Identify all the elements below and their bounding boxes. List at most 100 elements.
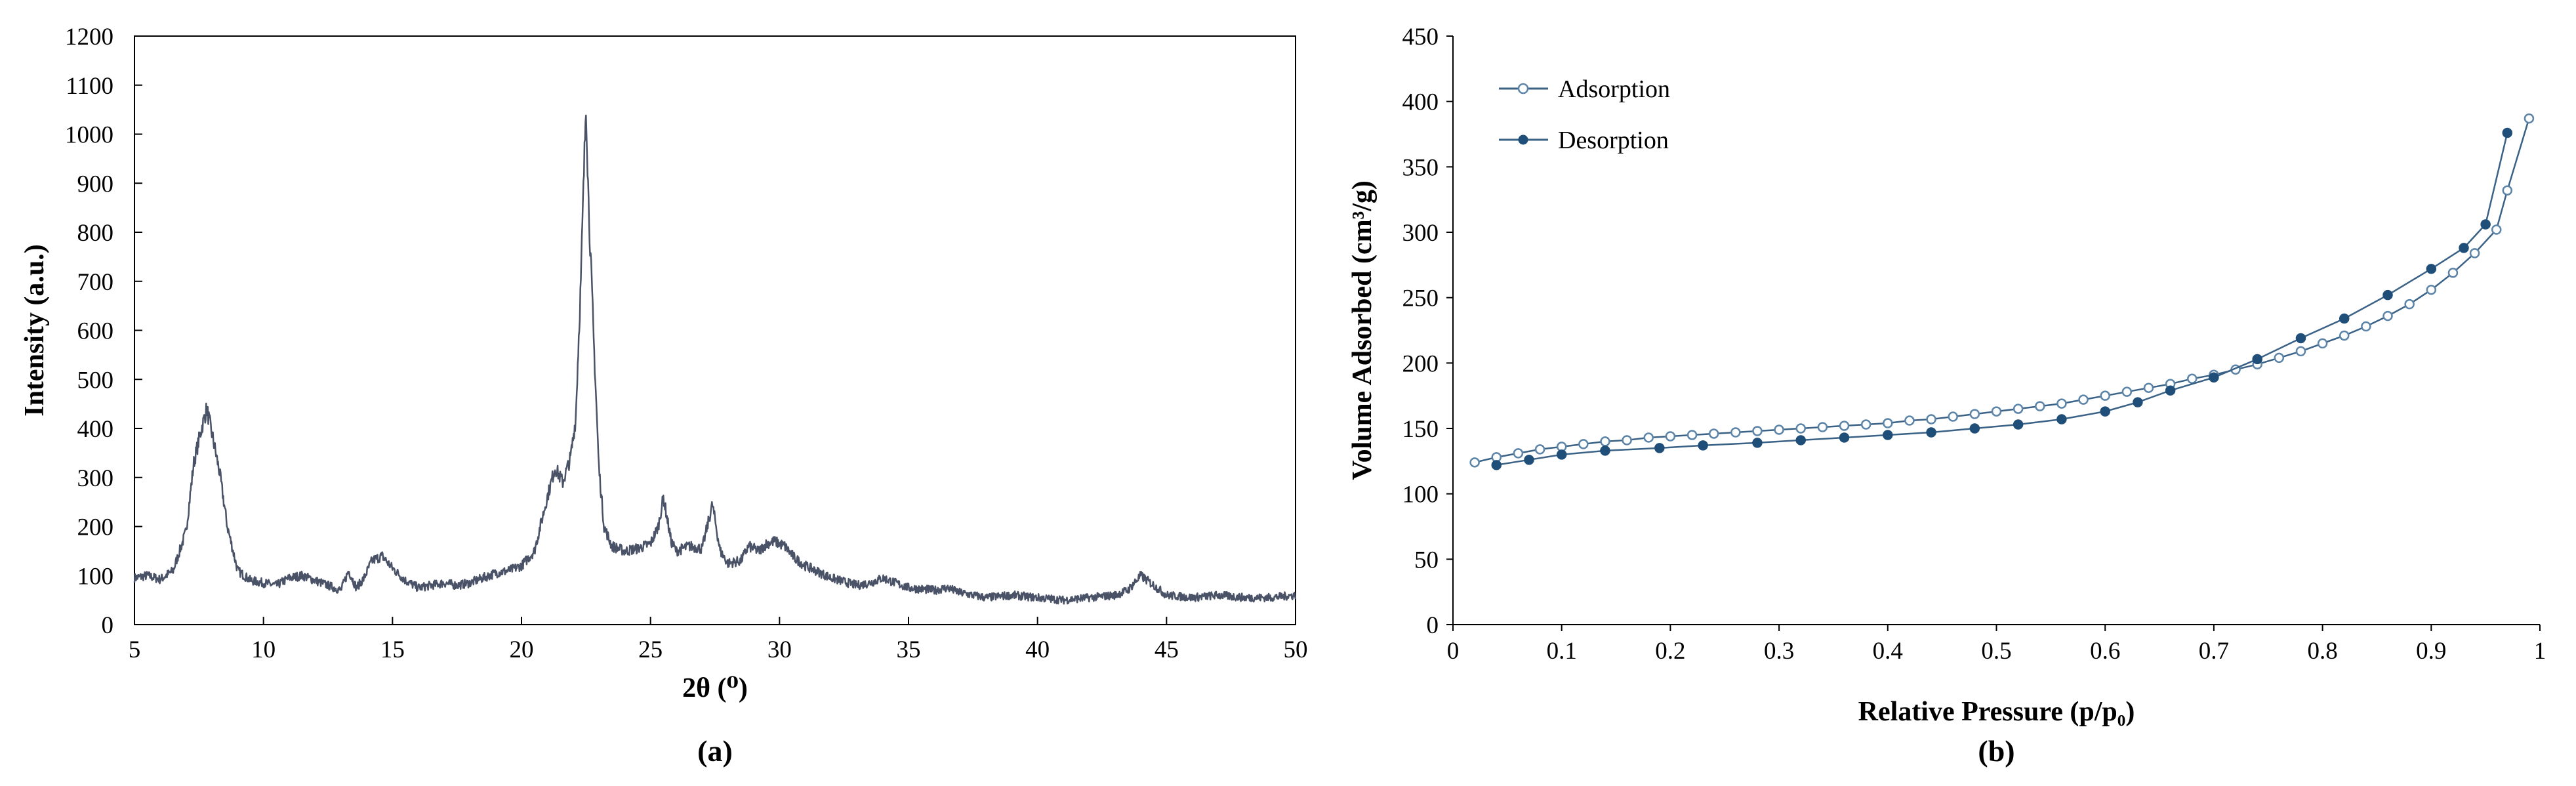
- x-tick-a: 20: [510, 617, 534, 663]
- y-tick-a: 1100: [66, 73, 142, 100]
- x-tick-label-b: 1: [2534, 638, 2546, 665]
- y-tick-b: 450: [1402, 24, 1453, 51]
- x-axis-ticks-b: 0 0.1 0.2 0.3 0.4 0.5 0.6 0.7 0.8 0.9 1: [1447, 625, 2546, 665]
- y-tick-a: 800: [77, 220, 142, 247]
- x-tick-b: 1: [2534, 625, 2546, 665]
- point-adsorption: [2274, 352, 2285, 363]
- x-tick-a: 35: [897, 617, 921, 663]
- point-adsorption: [1665, 431, 1676, 442]
- y-tick-label-b: 150: [1402, 416, 1439, 443]
- point-adsorption: [1643, 432, 1654, 443]
- x-tick-b: 0: [1447, 625, 1460, 665]
- point-desorption: [1883, 430, 1893, 440]
- point-desorption: [2502, 127, 2513, 138]
- y-tick-label-a: 1200: [65, 24, 113, 51]
- y-tick-b: 400: [1402, 89, 1453, 116]
- point-desorption: [2426, 264, 2437, 274]
- x-tick-label-a: 20: [510, 636, 534, 663]
- point-adsorption: [2187, 373, 2198, 384]
- y-tick-label-b: 450: [1402, 24, 1439, 51]
- point-adsorption: [2426, 284, 2437, 295]
- y-tick-label-a: 700: [77, 269, 114, 296]
- point-adsorption: [2469, 248, 2480, 259]
- point-desorption: [2382, 289, 2393, 300]
- x-tick-a: 50: [1284, 617, 1308, 663]
- point-desorption: [1795, 435, 1806, 445]
- point-desorption: [1491, 460, 1502, 470]
- point-adsorption: [2056, 398, 2067, 409]
- y-tick-a: 600: [77, 318, 142, 345]
- point-adsorption: [2078, 394, 2089, 405]
- point-adsorption: [1622, 435, 1632, 445]
- y-tick-a: 100: [77, 563, 142, 590]
- y-tick-label-a: 0: [102, 612, 114, 639]
- x-tick-b: 0.7: [2199, 625, 2229, 665]
- y-tick-a: 400: [77, 416, 142, 443]
- y-tick-label-b: 400: [1402, 89, 1439, 116]
- point-desorption: [1524, 455, 1534, 465]
- point-adsorption: [2524, 113, 2535, 124]
- y-tick-label-b: 250: [1402, 285, 1439, 312]
- y-tick-b: 300: [1402, 220, 1453, 247]
- x-axis-title-a: 2θ (⁰): [682, 673, 748, 703]
- legend-marker-adsorption: [1517, 83, 1529, 94]
- legend-label-adsorption: Adsorption: [1558, 75, 1670, 103]
- point-adsorption: [2502, 185, 2513, 196]
- y-tick-label-a: 400: [77, 416, 114, 443]
- x-tick-label-b: 0.8: [2307, 638, 2337, 665]
- point-desorption: [2056, 414, 2067, 424]
- x-tick-label-b: 0: [1447, 638, 1460, 665]
- point-adsorption: [1904, 415, 1915, 426]
- x-tick-label-a: 10: [251, 636, 276, 663]
- x-axis-ticks-a: 5 10 15 20 25 30 35 40 45 50: [129, 617, 1308, 663]
- y-tick-label-b: 50: [1414, 547, 1439, 573]
- point-desorption: [1698, 440, 1708, 451]
- y-axis-ticks-a: 0 100 200 300 400 500 600 700 800 900 1000 1100 1200: [65, 24, 142, 639]
- y-tick-b: 50: [1414, 547, 1453, 573]
- point-adsorption: [1883, 418, 1893, 428]
- y-tick-label-a: 900: [77, 171, 114, 197]
- point-desorption: [2013, 419, 2024, 430]
- y-tick-a: 1200: [65, 24, 142, 51]
- x-tick-label-a: 45: [1155, 636, 1179, 663]
- legend-label-desorption: Desorption: [1558, 127, 1669, 154]
- y-tick-b: 0: [1427, 612, 1453, 639]
- y-tick-b: 350: [1402, 154, 1453, 181]
- panel-label-b: (b): [1978, 734, 2014, 768]
- x-tick-label-a: 35: [897, 636, 921, 663]
- x-tick-b: 0.5: [1981, 625, 2012, 665]
- x-tick-b: 0.4: [1873, 625, 1903, 665]
- y-tick-label-b: 0: [1427, 612, 1439, 639]
- legend: Adsorption Desorption: [1499, 75, 1670, 154]
- xrd-pattern-line: [133, 114, 1297, 605]
- point-adsorption: [1469, 457, 1480, 468]
- point-desorption: [1556, 449, 1567, 460]
- point-adsorption: [2121, 386, 2133, 397]
- y-tick-label-a: 1100: [66, 73, 113, 100]
- y-tick-a: 300: [77, 465, 142, 492]
- y-axis-ticks-b: 0 50 100 150 200 250 300 350 400 450: [1402, 24, 1453, 639]
- x-tick-label-a: 5: [129, 636, 141, 663]
- point-adsorption: [1534, 444, 1545, 455]
- y-tick-b: 200: [1402, 350, 1453, 377]
- point-desorption: [1752, 438, 1763, 448]
- point-adsorption: [1860, 419, 1871, 430]
- x-tick-label-b: 0.7: [2199, 638, 2229, 665]
- x-tick-a: 10: [251, 617, 276, 663]
- y-tick-label-b: 350: [1402, 154, 1439, 181]
- point-adsorption: [2404, 299, 2415, 310]
- point-adsorption: [1839, 421, 1850, 431]
- y-tick-label-b: 200: [1402, 350, 1439, 377]
- series-desorption: [1491, 127, 2513, 470]
- x-tick-label-b: 0.4: [1873, 638, 1903, 665]
- point-adsorption: [1817, 422, 1828, 432]
- x-tick-b: 0.9: [2416, 625, 2446, 665]
- point-adsorption: [1578, 439, 1589, 449]
- x-tick-b: 0.1: [1547, 625, 1577, 665]
- y-tick-b: 250: [1402, 285, 1453, 312]
- point-desorption: [2100, 406, 2110, 417]
- point-adsorption: [2317, 338, 2328, 349]
- x-tick-label-a: 25: [638, 636, 663, 663]
- point-adsorption: [2100, 390, 2110, 401]
